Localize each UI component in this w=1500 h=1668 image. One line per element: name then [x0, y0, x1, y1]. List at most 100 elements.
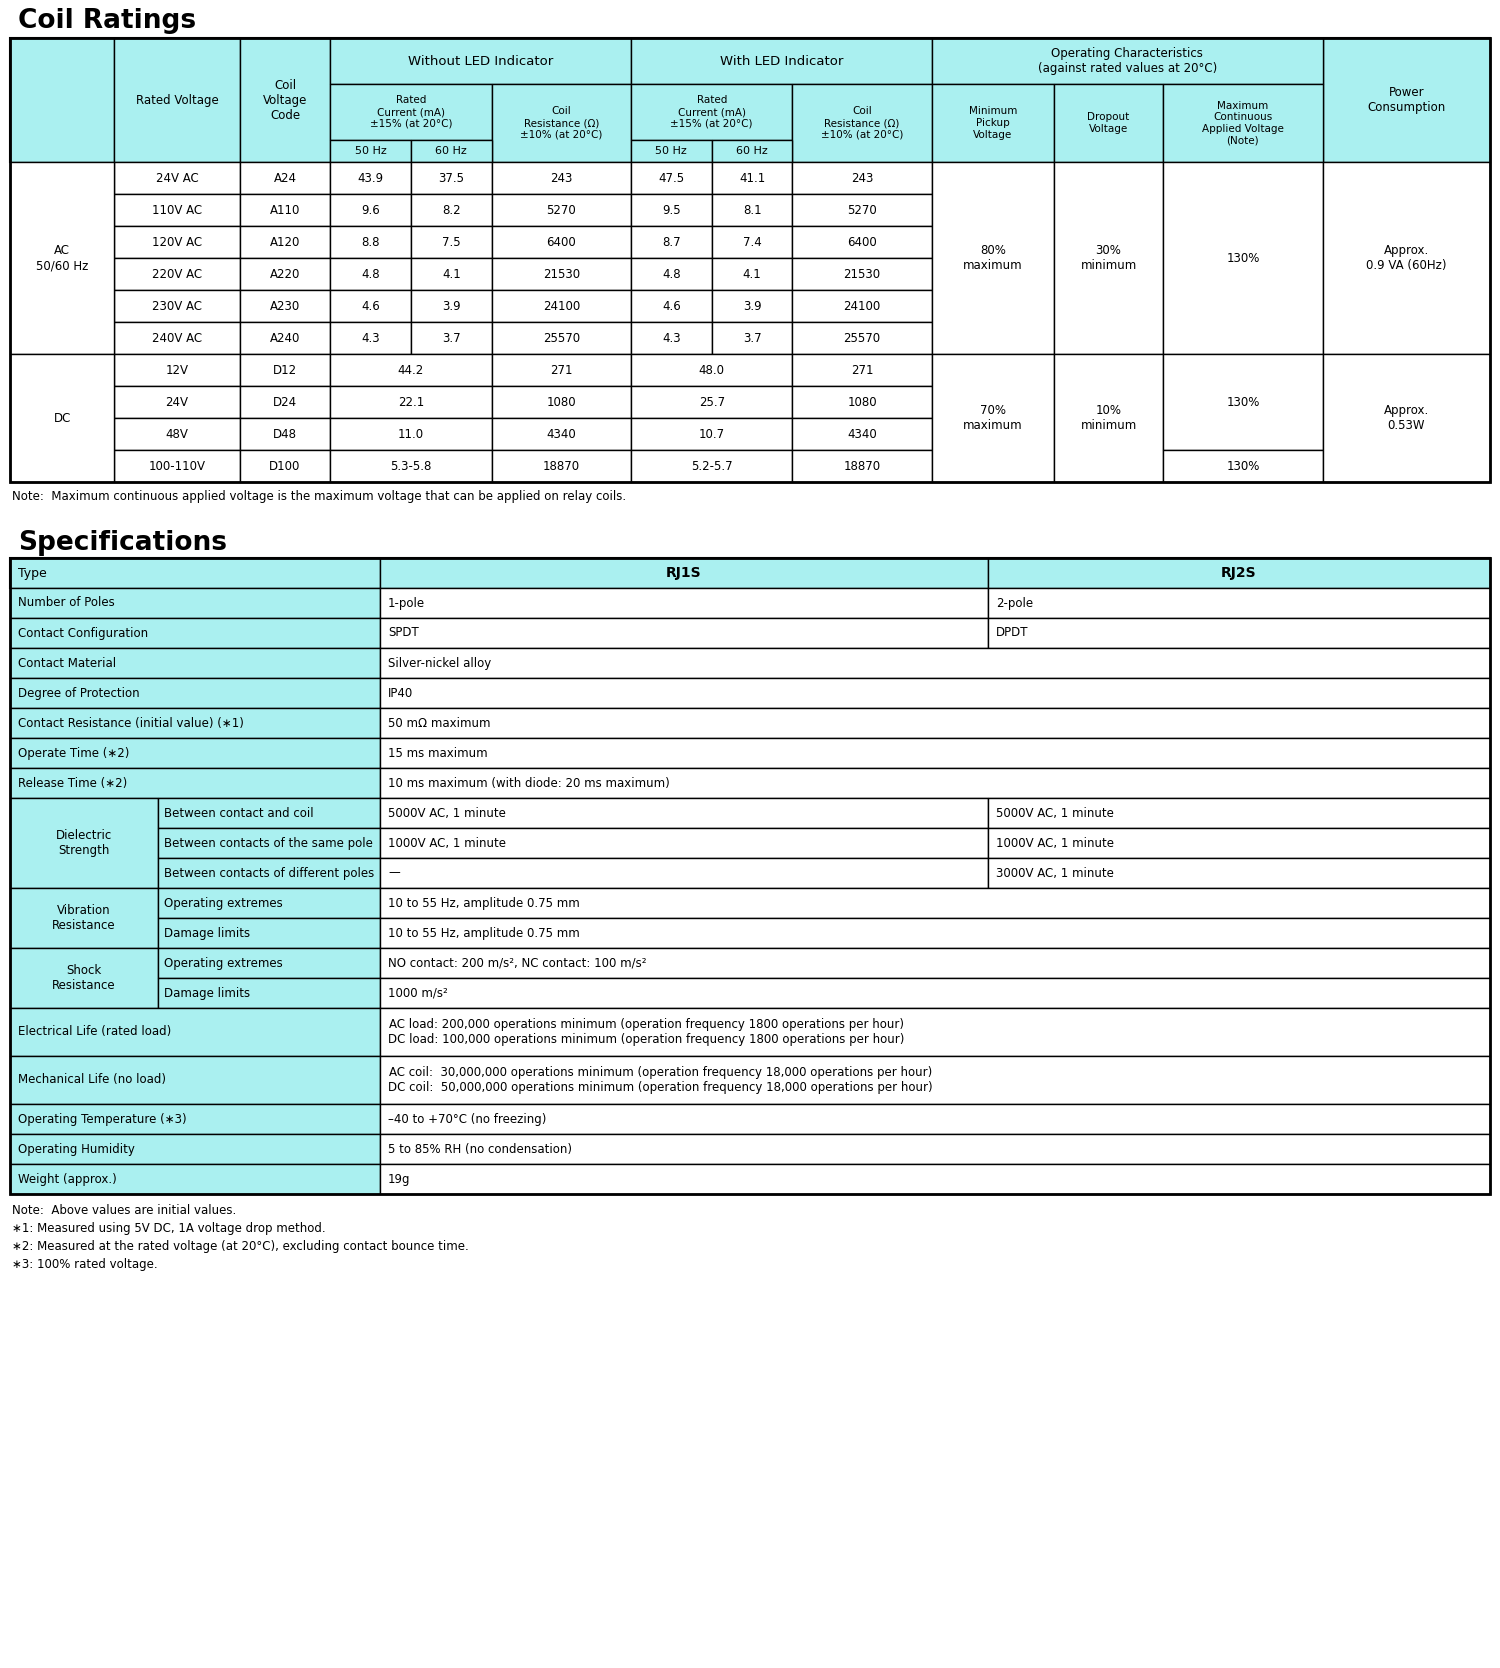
- Text: 8.7: 8.7: [662, 235, 681, 249]
- Text: Coil
Voltage
Code: Coil Voltage Code: [262, 78, 308, 122]
- Text: 5270: 5270: [847, 203, 877, 217]
- Bar: [411, 290, 492, 322]
- Text: 24V AC: 24V AC: [156, 172, 198, 185]
- Bar: [380, 827, 988, 857]
- Text: Power
Consumption: Power Consumption: [1368, 87, 1446, 113]
- Text: 8.2: 8.2: [442, 203, 460, 217]
- Text: IP40: IP40: [388, 687, 412, 699]
- Text: Damage limits: Damage limits: [164, 986, 250, 999]
- Text: 11.0: 11.0: [398, 427, 424, 440]
- Bar: [330, 259, 411, 290]
- Bar: [380, 707, 1490, 737]
- Bar: [380, 977, 1490, 1007]
- Bar: [492, 259, 632, 290]
- Bar: [411, 140, 492, 162]
- Bar: [932, 162, 1054, 354]
- Text: ∗3: 100% rated voltage.: ∗3: 100% rated voltage.: [12, 1258, 158, 1271]
- Text: A24: A24: [273, 172, 297, 185]
- Bar: [632, 140, 711, 162]
- Bar: [158, 947, 380, 977]
- Text: 18870: 18870: [843, 459, 880, 472]
- Bar: [114, 450, 240, 482]
- Text: Number of Poles: Number of Poles: [18, 597, 114, 609]
- Text: 24V: 24V: [165, 395, 189, 409]
- Bar: [114, 193, 240, 225]
- Bar: [158, 977, 380, 1007]
- Bar: [792, 259, 932, 290]
- Bar: [988, 827, 1490, 857]
- Bar: [114, 259, 240, 290]
- Text: A110: A110: [270, 203, 300, 217]
- Text: 21530: 21530: [843, 267, 880, 280]
- Bar: [330, 38, 632, 83]
- Bar: [240, 38, 330, 162]
- Bar: [1162, 162, 1323, 354]
- Bar: [492, 162, 632, 193]
- Text: 25.7: 25.7: [699, 395, 724, 409]
- Bar: [988, 857, 1490, 887]
- Text: —: —: [388, 866, 399, 879]
- Bar: [1323, 38, 1490, 162]
- Text: 130%: 130%: [1226, 252, 1260, 265]
- Text: 1000V AC, 1 minute: 1000V AC, 1 minute: [388, 836, 506, 849]
- Bar: [632, 38, 932, 83]
- Bar: [114, 38, 240, 162]
- Bar: [492, 419, 632, 450]
- Text: 10 to 55 Hz, amplitude 0.75 mm: 10 to 55 Hz, amplitude 0.75 mm: [388, 896, 579, 909]
- Text: Operating Humidity: Operating Humidity: [18, 1143, 135, 1156]
- Bar: [380, 1056, 1490, 1104]
- Bar: [492, 225, 632, 259]
- Text: 21530: 21530: [543, 267, 580, 280]
- Bar: [10, 737, 380, 767]
- Text: Shock
Resistance: Shock Resistance: [53, 964, 116, 992]
- Bar: [792, 450, 932, 482]
- Bar: [380, 677, 1490, 707]
- Bar: [10, 1164, 380, 1194]
- Text: 48V: 48V: [165, 427, 189, 440]
- Text: 271: 271: [850, 364, 873, 377]
- Text: D12: D12: [273, 364, 297, 377]
- Bar: [1323, 354, 1490, 482]
- Bar: [10, 559, 1490, 589]
- Bar: [632, 385, 792, 419]
- Bar: [158, 887, 380, 917]
- Bar: [330, 385, 492, 419]
- Bar: [792, 83, 932, 162]
- Bar: [380, 589, 988, 619]
- Bar: [380, 1134, 1490, 1164]
- Bar: [632, 83, 792, 140]
- Text: D24: D24: [273, 395, 297, 409]
- Bar: [114, 385, 240, 419]
- Text: 4.1: 4.1: [742, 267, 762, 280]
- Text: 271: 271: [550, 364, 573, 377]
- Text: 60 Hz: 60 Hz: [435, 147, 466, 157]
- Text: –40 to +70°C (no freezing): –40 to +70°C (no freezing): [388, 1113, 546, 1126]
- Text: DPDT: DPDT: [996, 627, 1029, 639]
- Text: Silver-nickel alloy: Silver-nickel alloy: [388, 657, 492, 669]
- Text: 4340: 4340: [546, 427, 576, 440]
- Bar: [10, 619, 380, 647]
- Bar: [330, 83, 492, 140]
- Text: Coil
Resistance (Ω)
±10% (at 20°C): Coil Resistance (Ω) ±10% (at 20°C): [520, 107, 603, 140]
- Bar: [10, 559, 1490, 1194]
- Text: ∗2: Measured at the rated voltage (at 20°C), excluding contact bounce time.: ∗2: Measured at the rated voltage (at 20…: [12, 1239, 468, 1253]
- Bar: [988, 797, 1490, 827]
- Text: With LED Indicator: With LED Indicator: [720, 55, 843, 67]
- Text: 1080: 1080: [546, 395, 576, 409]
- Bar: [330, 225, 411, 259]
- Bar: [10, 887, 157, 947]
- Bar: [380, 797, 988, 827]
- Bar: [380, 767, 1490, 797]
- Bar: [330, 322, 411, 354]
- Bar: [380, 947, 1490, 977]
- Bar: [380, 647, 1490, 677]
- Bar: [10, 1104, 380, 1134]
- Text: Without LED Indicator: Without LED Indicator: [408, 55, 554, 67]
- Text: RJ2S: RJ2S: [1221, 565, 1257, 580]
- Bar: [158, 827, 380, 857]
- Text: Note:  Above values are initial values.: Note: Above values are initial values.: [12, 1204, 237, 1218]
- Bar: [492, 290, 632, 322]
- Bar: [330, 162, 411, 193]
- Bar: [380, 917, 1490, 947]
- Bar: [240, 450, 330, 482]
